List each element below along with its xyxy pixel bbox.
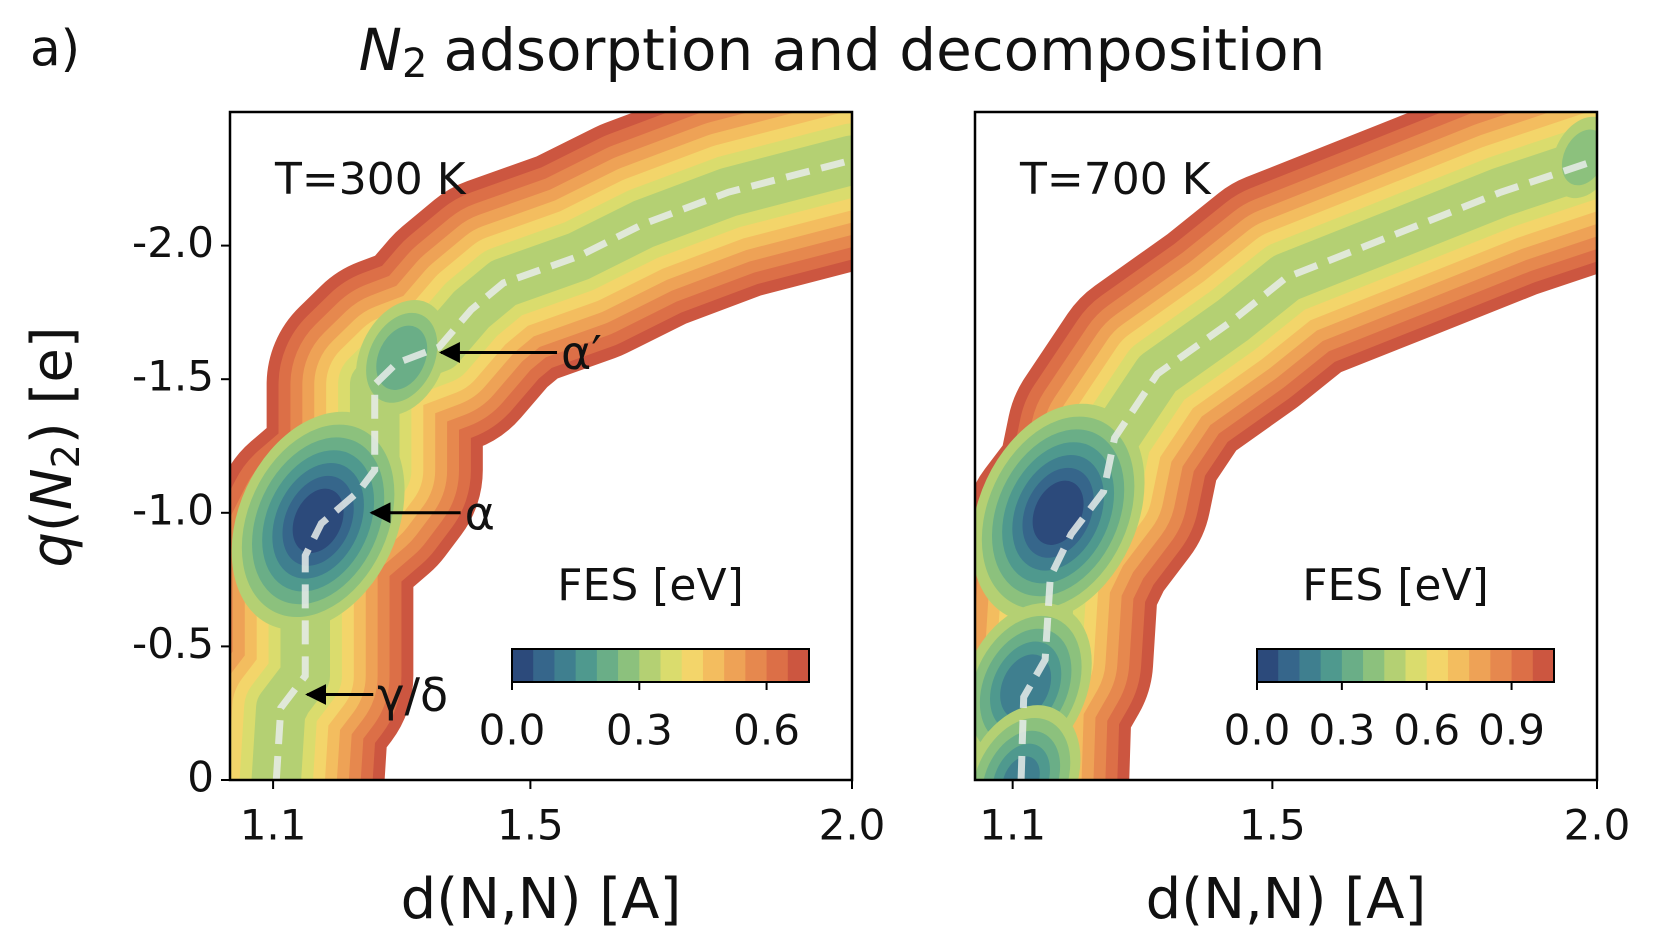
colorbar-segment: [1447, 649, 1470, 682]
y-tick-label: -2.0: [132, 218, 214, 267]
colorbar-segment: [745, 649, 768, 682]
colorbar-frame: [1256, 648, 1555, 683]
y-axis-label: q(N2) [e]: [20, 326, 87, 567]
annotation: α′: [561, 326, 602, 380]
colorbar-segment: [1257, 649, 1279, 682]
colorbar-segment: [575, 649, 598, 682]
colorbar-segment: [1299, 649, 1322, 682]
colorbar-segment: [1341, 649, 1364, 682]
fes-basin: [1002, 756, 1040, 780]
x-axis-label: d(N,N) [A]: [1146, 867, 1427, 932]
colorbar-segment: [660, 649, 683, 682]
min-energy-path: [1017, 156, 1597, 780]
colorbar-segment: [1278, 649, 1300, 682]
colorbar-segment: [702, 649, 725, 682]
colorbar-segment: [1490, 649, 1513, 682]
x-tick-label: 1.1: [979, 801, 1046, 850]
colorbar-tick-label: 0.0: [1224, 706, 1291, 755]
x-tick-label: 2.0: [1564, 801, 1631, 850]
colorbar-segment: [554, 649, 577, 682]
colorbar-segment: [639, 649, 661, 682]
x-axis-label: d(N,N) [A]: [401, 867, 682, 932]
panel-text: T=700 K: [1019, 154, 1212, 205]
colorbar-segment: [512, 649, 534, 682]
y-tick-label: 0: [187, 753, 214, 802]
axes-frame: [228, 110, 854, 782]
colorbar-segment: [1511, 649, 1534, 682]
colorbar-tick-label: 0.6: [1393, 706, 1460, 755]
annotation: α: [465, 486, 495, 540]
panel-text: T=300 K: [274, 154, 467, 205]
colorbar-segment: [533, 649, 555, 682]
y-tick-label: -1.0: [132, 485, 214, 534]
colorbar-segment: [1320, 649, 1343, 682]
colorbar-tick-label: 0.3: [1308, 706, 1375, 755]
colorbar-segment: [596, 649, 619, 682]
annotation: γ/δ: [377, 668, 448, 722]
x-tick-label: 1.1: [240, 801, 307, 850]
colorbar-label: FES [eV]: [557, 560, 744, 611]
plot-area: [230, 112, 852, 780]
colorbar-tick-label: 0.3: [606, 706, 673, 755]
colorbar-segment: [1384, 649, 1406, 682]
x-tick-label: 2.0: [819, 801, 886, 850]
colorbar-segment: [724, 649, 746, 682]
colorbar-segment: [1363, 649, 1385, 682]
colorbar-segment: [1426, 649, 1449, 682]
colorbar-segment: [681, 649, 704, 682]
colorbar-segment: [766, 649, 789, 682]
y-tick-label: -0.5: [132, 619, 214, 668]
panel-label: a): [30, 20, 80, 78]
x-tick-label: 1.5: [497, 801, 564, 850]
min-energy-path: [272, 156, 852, 780]
colorbar-frame: [511, 648, 810, 683]
colorbar-segment: [1532, 649, 1555, 682]
x-tick-label: 1.5: [1239, 801, 1306, 850]
colorbar-label: FES [eV]: [1302, 560, 1489, 611]
colorbar-segment: [787, 649, 810, 682]
colorbar-segment: [1405, 649, 1428, 682]
colorbar-tick-label: 0.0: [479, 706, 546, 755]
fes-basin: [292, 488, 344, 553]
figure-title: N2 adsorption and decomposition: [359, 16, 1326, 87]
colorbar-tick-label: 0.6: [733, 706, 800, 755]
colorbar-segment: [618, 649, 640, 682]
y-tick-label: -1.5: [132, 352, 214, 401]
colorbar-segment: [1469, 649, 1491, 682]
axes-frame: [973, 110, 1599, 782]
plot-area: [975, 112, 1597, 780]
colorbar-tick-label: 0.9: [1478, 706, 1545, 755]
